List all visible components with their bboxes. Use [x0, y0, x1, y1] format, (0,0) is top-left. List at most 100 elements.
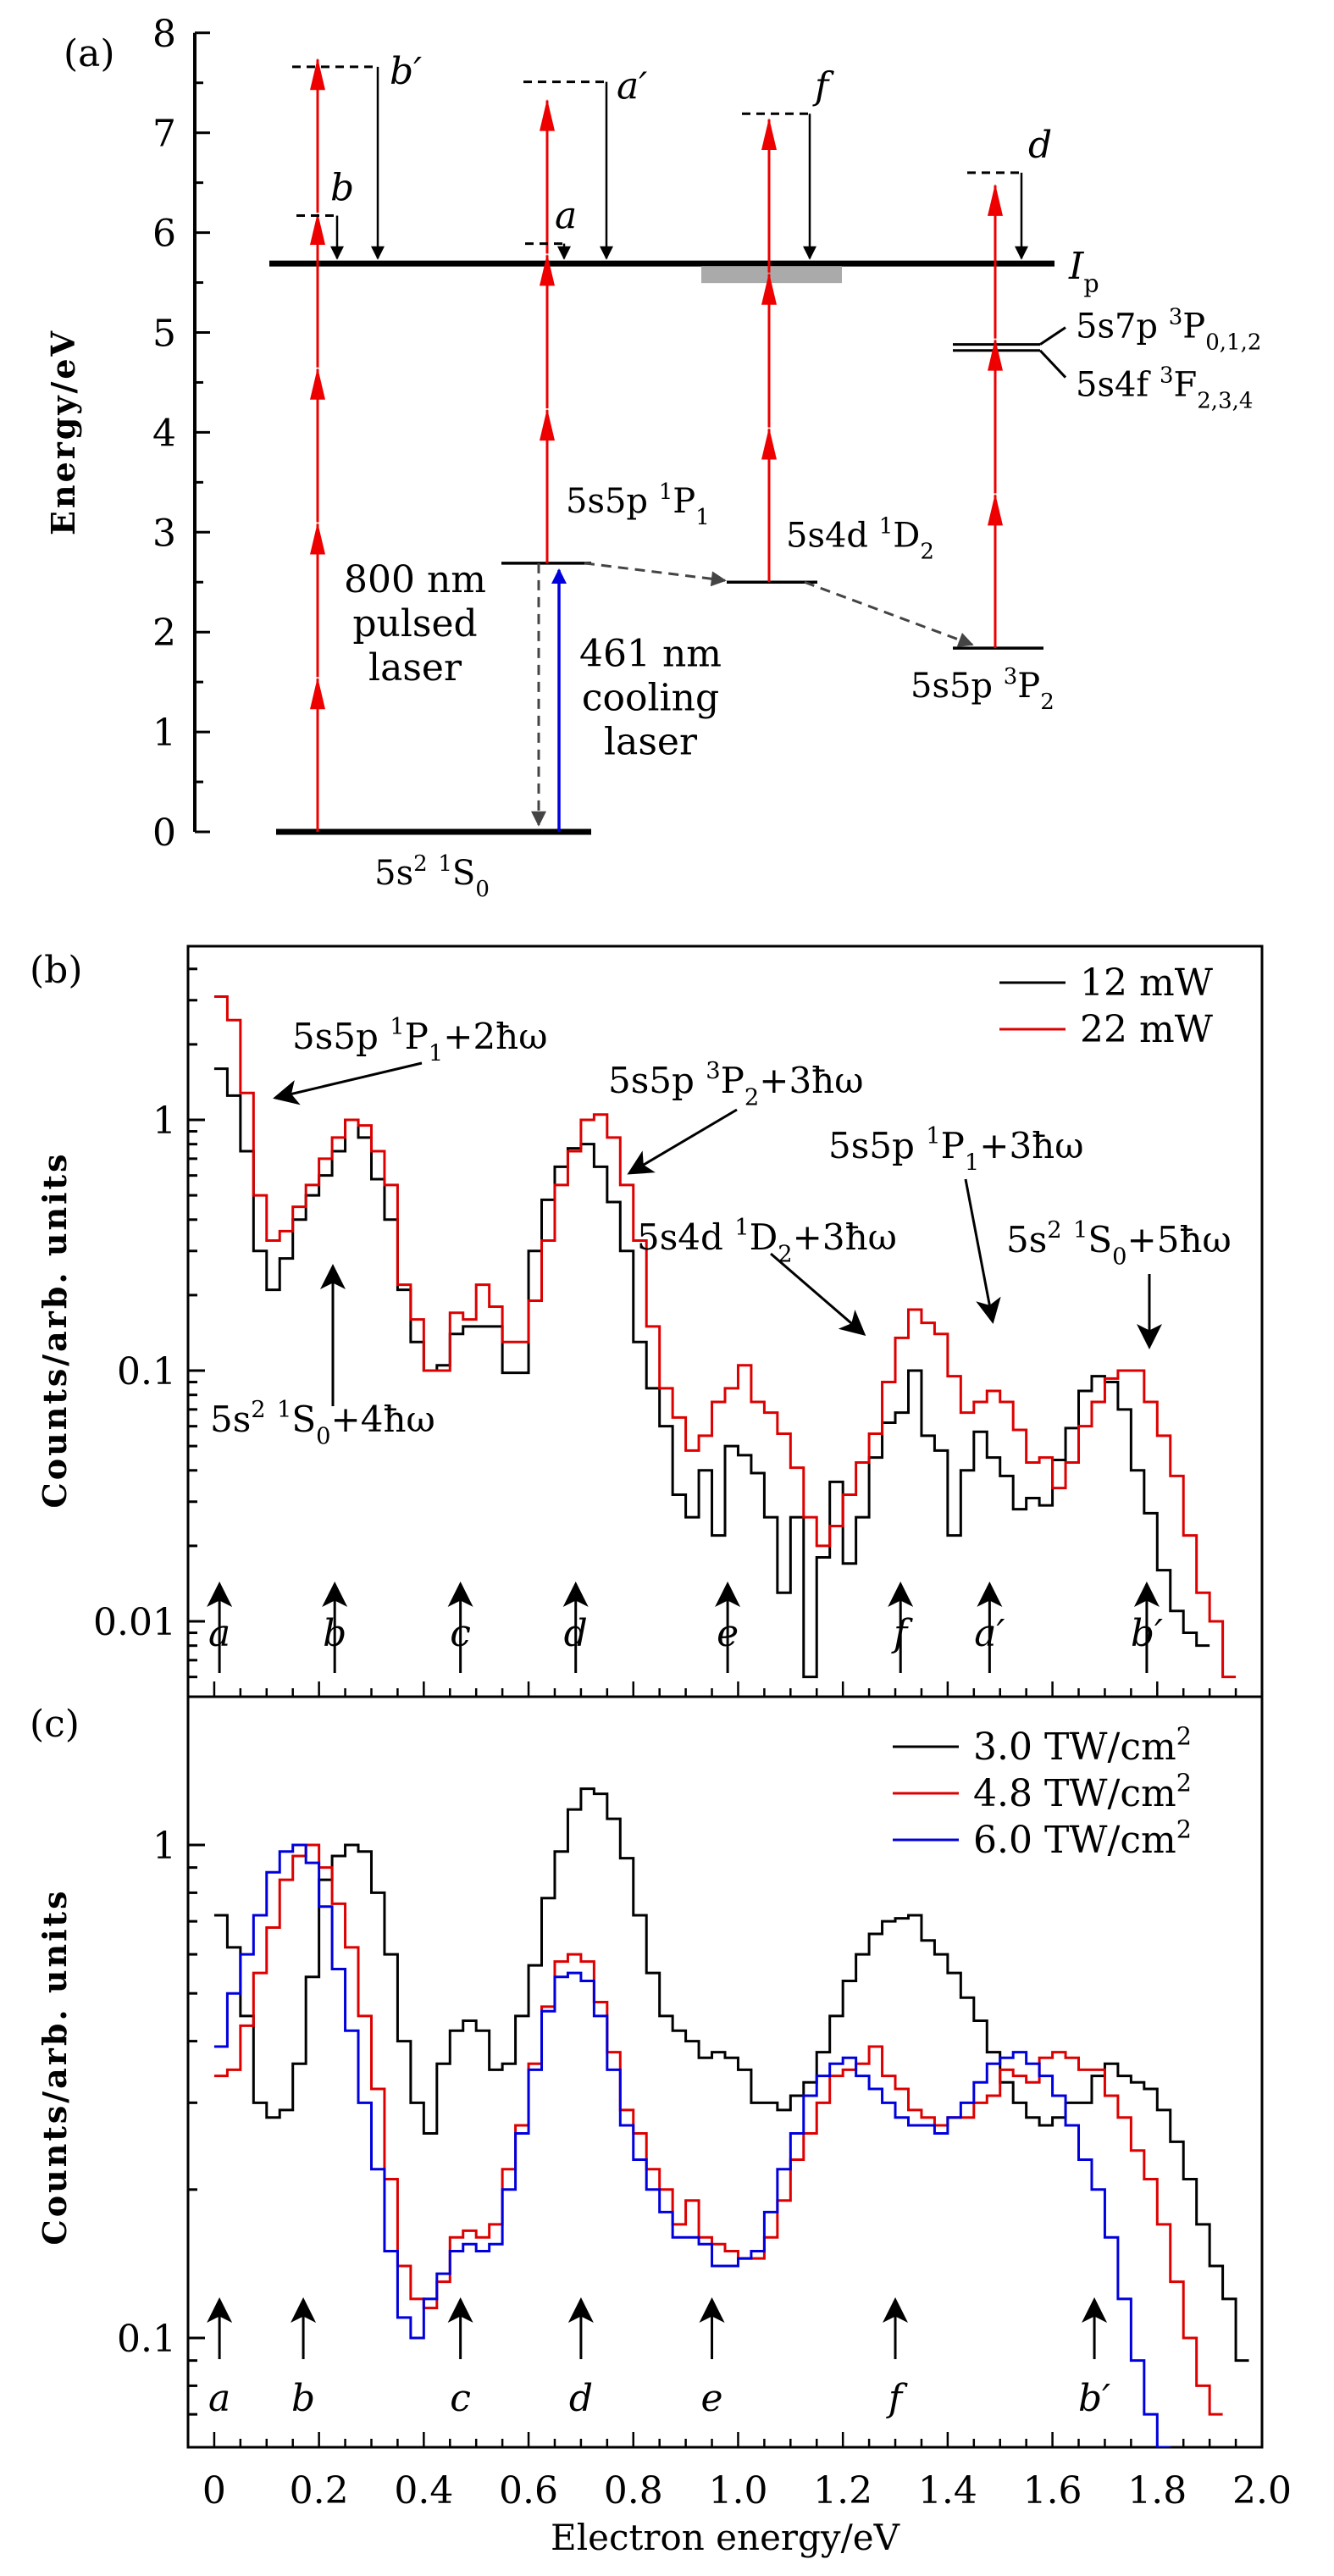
level-label-5s4f: 5s4f 3​F2,3,4​ — [1076, 363, 1253, 414]
y-tick-label: 7 — [152, 113, 176, 156]
peak-marker-label: c — [450, 2377, 471, 2420]
legend-label: 3.0 TW/cm2​ — [973, 1721, 1192, 1769]
legend-label: 22 mW — [1080, 1008, 1214, 1051]
series-1-line — [213, 995, 1237, 1679]
series-1-line — [213, 1843, 1223, 2416]
b-prime-virtual-label: b′ — [390, 50, 422, 93]
peak-marker-label: d — [569, 2377, 593, 2420]
y-tick-label: 0.01 — [93, 1601, 176, 1644]
y-tick-label: 3 — [152, 512, 176, 555]
level-label-ground: 5s2​ 1​S0​ — [374, 851, 490, 902]
annotation-arrow — [964, 1178, 1001, 1324]
d2-photon-arrowhead — [761, 118, 777, 151]
pulsed-laser-label: 800 nm — [344, 558, 486, 601]
peak-marker-label: f — [891, 1612, 913, 1655]
ground-photon-arrowhead — [310, 522, 325, 555]
peak-marker-label: c — [450, 1612, 471, 1655]
y-tick-label: 1 — [152, 1100, 176, 1143]
annotation-arrow — [627, 1108, 738, 1175]
peak-marker-label: a — [208, 2377, 230, 2420]
x-tick-label: 0 — [202, 2469, 226, 2512]
peak-marker-label: b′ — [1078, 2377, 1110, 2420]
cooling-laser-label: 461 nm — [579, 632, 722, 675]
series-2-line — [213, 1843, 1171, 2447]
p2-photon-arrowhead — [988, 493, 1003, 526]
y-tick-label: 8 — [152, 13, 176, 56]
panel-c-label: (c) — [30, 1703, 80, 1746]
p1-photon-arrowhead — [540, 253, 555, 286]
x-tick-label: 1.8 — [1127, 2469, 1187, 2512]
d2-photon-arrowhead — [761, 427, 777, 460]
panel-c-spectrum: (c) Counts/arb. units Electron energy/eV… — [30, 1695, 1292, 2558]
peak-marker-label: d — [564, 1612, 588, 1655]
x-tick-label: 0.2 — [290, 2469, 349, 2512]
y-tick-label: 0 — [152, 812, 176, 855]
x-tick-label: 0.8 — [604, 2469, 663, 2512]
ground-photon-arrowhead — [310, 213, 325, 246]
panel-a-energy-diagram: (a) 0 1 2 3 4 5 6 7 8 Energy/eV Ip​ 5s2​ 1​S0​ 5s5… — [44, 13, 1261, 902]
f-virtual-label: f — [812, 64, 834, 108]
ground-photon-arrowhead — [310, 58, 325, 91]
x-tick-label: 2.0 — [1232, 2469, 1292, 2512]
annotation-label: 5s5p 1​P1​+3ħω — [828, 1123, 1083, 1177]
level-label-5s4d-1D2: 5s4d 1​D2​ — [786, 513, 934, 564]
leader-5s4f — [1038, 349, 1067, 379]
annotation-label: 5s2​ 1​S0​+4ħω — [210, 1397, 435, 1450]
y-tick-label: 0.1 — [117, 2318, 176, 2361]
y-tick-label: 1 — [152, 1825, 176, 1868]
series-0-line — [213, 1787, 1249, 2363]
cooling-laser-label: cooling — [582, 676, 719, 719]
level-label-5s5p-1P1: 5s5p 1​P1​ — [566, 479, 710, 530]
annotation-arrow — [273, 1061, 423, 1105]
x-tick-label: 1.4 — [918, 2469, 977, 2512]
y-tick-label: 4 — [152, 412, 176, 455]
panel-c-y-axis-label: Counts/arb. units — [36, 1889, 74, 2246]
x-tick-label: 1.0 — [708, 2469, 767, 2512]
peak-marker-label: b — [291, 2377, 315, 2420]
peak-marker-label: e — [717, 1612, 739, 1655]
legend-label: 12 mW — [1080, 961, 1214, 1005]
peak-marker-label: f — [886, 2377, 908, 2420]
annotation-label: 5s2​ 1​S0​+5ħω — [1006, 1217, 1232, 1271]
legend-label: 4.8 TW/cm2​ — [973, 1768, 1192, 1815]
b-virtual-label: b — [330, 167, 354, 210]
pulsed-laser-label: pulsed — [352, 602, 477, 645]
x-tick-label: 1.6 — [1023, 2469, 1082, 2512]
legend-label: 6.0 TW/cm2​ — [973, 1814, 1192, 1862]
panel-a-y-axis-label: Energy/eV — [44, 329, 82, 535]
ionization-label: Ip​ — [1068, 245, 1099, 297]
a-prime-virtual-label: a′ — [617, 65, 647, 108]
y-tick-label: 0.1 — [117, 1350, 176, 1393]
annotation-label: 5s5p 1​P1​+2ħω — [292, 1014, 547, 1067]
panel-b-label: (b) — [30, 949, 83, 992]
cooling-laser-label: laser — [604, 720, 698, 763]
level-label-5s7p: 5s7p 3​P0,1,2​ — [1076, 305, 1261, 356]
peak-marker-label: a — [208, 1612, 230, 1655]
peak-marker-label: a′ — [974, 1612, 1005, 1655]
p1-photon-arrowhead — [540, 408, 555, 441]
annotation-label: 5s4d 1​D2​+3ħω — [637, 1215, 897, 1268]
p2-photon-arrowhead — [988, 338, 1003, 371]
p2-photon-arrowhead — [988, 183, 1003, 216]
decay-1D2-to-3P2-arrow — [804, 580, 974, 647]
series-0-line — [213, 1067, 1210, 1679]
panel-a-y-axis: 0 1 2 3 4 5 6 7 8 — [152, 13, 210, 855]
level-label-5s5p-3P2: 5s5p 3​P2​ — [911, 664, 1054, 715]
x-axis-label: Electron energy/eV — [551, 2517, 900, 2558]
x-tick-label: 1.2 — [813, 2469, 872, 2512]
d-virtual-label: d — [1028, 124, 1052, 167]
pulsed-laser-label: laser — [368, 646, 462, 690]
y-tick-label: 2 — [152, 612, 176, 655]
d2-photon-arrowhead — [761, 272, 777, 305]
y-tick-label: 6 — [152, 213, 176, 256]
peak-marker-label: e — [701, 2377, 723, 2420]
peak-marker-label: b — [323, 1612, 346, 1655]
peak-marker-label: b′ — [1131, 1612, 1163, 1655]
panel-b-y-axis-label: Counts/arb. units — [36, 1152, 74, 1509]
panel-c-content: 0.1 1 0 0.2 0.4 0.6 0.8 1.0 1.2 1.4 1.6 1.8 2.0 3.0 T… — [117, 1695, 1292, 2512]
panel-a-content: Ip​ 5s2​ 1​S0​ 5s5p 1​P1​ 5s4d 1​D2​ 5s5p 3​… — [269, 50, 1261, 902]
autoionizing-band — [701, 266, 842, 284]
annotation-arrow — [770, 1252, 866, 1336]
